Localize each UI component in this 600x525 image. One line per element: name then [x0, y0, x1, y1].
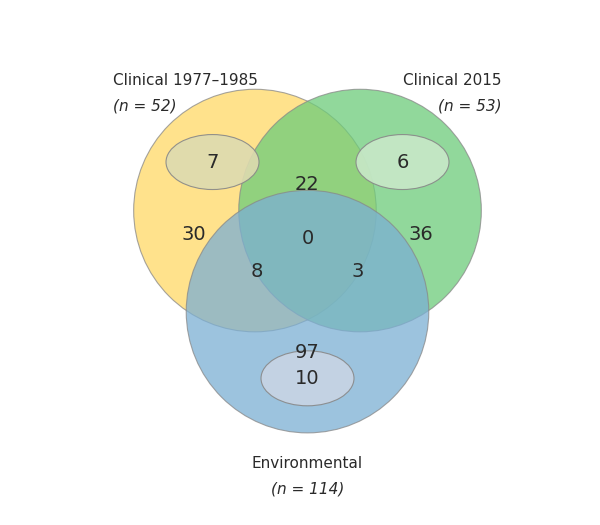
- Ellipse shape: [356, 134, 449, 190]
- Circle shape: [186, 191, 429, 433]
- Text: 6: 6: [397, 153, 409, 172]
- Text: Clinical 1977–1985: Clinical 1977–1985: [113, 73, 259, 88]
- Text: 22: 22: [295, 175, 320, 194]
- Text: 97: 97: [295, 342, 320, 362]
- Text: (n = 52): (n = 52): [113, 98, 177, 113]
- Text: 3: 3: [352, 261, 364, 281]
- Text: (n = 114): (n = 114): [271, 481, 344, 497]
- Text: (n = 53): (n = 53): [438, 98, 502, 113]
- Ellipse shape: [261, 351, 354, 406]
- Circle shape: [239, 89, 481, 332]
- Text: Environmental: Environmental: [252, 456, 363, 471]
- Ellipse shape: [166, 134, 259, 190]
- Text: 30: 30: [182, 225, 206, 244]
- Text: 8: 8: [251, 261, 263, 281]
- Text: 7: 7: [206, 153, 218, 172]
- Text: 36: 36: [409, 225, 433, 244]
- Circle shape: [134, 89, 376, 332]
- Text: 10: 10: [295, 369, 320, 388]
- Text: Clinical 2015: Clinical 2015: [403, 73, 502, 88]
- Text: 0: 0: [301, 229, 314, 248]
